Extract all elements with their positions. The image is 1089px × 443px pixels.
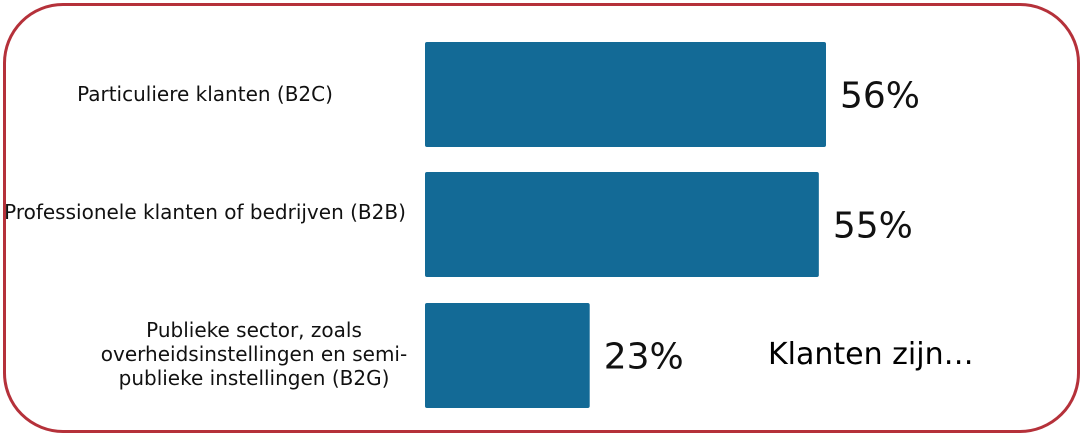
value-label-b2b: 55%	[833, 206, 913, 247]
value-label-b2c: 56%	[840, 76, 920, 117]
bar-b2g	[425, 303, 590, 408]
bar-b2c	[425, 42, 826, 147]
bar-b2b	[425, 172, 819, 277]
chart-title: Klanten zijn…	[768, 337, 974, 372]
category-label-b2b: Professionele klanten of bedrijven (B2B)	[4, 200, 406, 224]
category-label-b2c: Particuliere klanten (B2C)	[77, 82, 333, 106]
category-label-b2g: Publieke sector, zoals overheidsinstelli…	[100, 318, 408, 390]
value-label-b2g: 23%	[604, 337, 684, 378]
